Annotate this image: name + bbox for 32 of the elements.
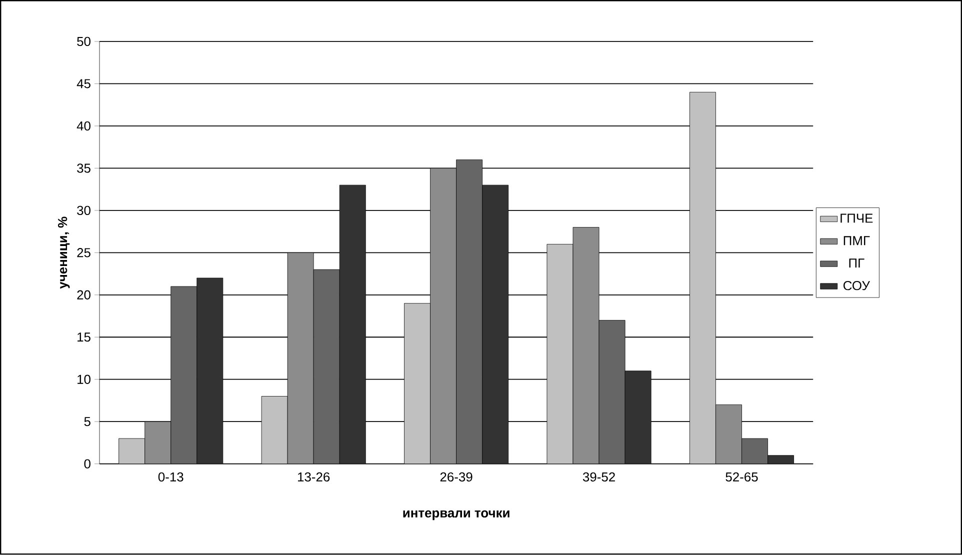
bar: [430, 168, 456, 464]
y-tick-label: 40: [76, 122, 90, 131]
x-tick-label: 26-39: [440, 472, 472, 482]
y-tick-label: 5: [84, 417, 90, 426]
legend-label: ПМГ: [844, 236, 870, 246]
y-tick-label: 20: [77, 290, 90, 300]
bar: [716, 404, 742, 464]
x-tick-label: 13-26: [298, 472, 330, 482]
y-tick-label: 50: [77, 37, 90, 46]
bar: [118, 438, 145, 464]
x-axis-title: интервали точки: [403, 510, 510, 520]
legend-label: СОУ: [843, 281, 870, 290]
legend-label: ПГ: [849, 258, 864, 268]
y-tick-label: 15: [78, 332, 90, 342]
bar: [546, 244, 574, 464]
bar: [573, 227, 600, 464]
bar: [690, 92, 716, 464]
bar: [404, 304, 430, 464]
y-tick-label: 35: [77, 164, 90, 173]
y-tick-label: 30: [77, 206, 90, 216]
y-tick-label: 10: [78, 374, 90, 384]
y-tick-label: 45: [76, 79, 90, 88]
legend-label: ГПЧЕ: [840, 214, 873, 223]
y-tick-label: 25: [77, 248, 90, 258]
x-tick-label: 52-65: [726, 472, 758, 482]
x-tick-label: 39-52: [582, 472, 615, 482]
y-tick-label: 0: [84, 459, 90, 469]
bar: [144, 422, 171, 464]
bar: [288, 252, 314, 464]
y-axis-title: ученици, %: [58, 216, 70, 289]
bar: [262, 396, 288, 464]
x-tick-label: 0-13: [158, 472, 184, 482]
